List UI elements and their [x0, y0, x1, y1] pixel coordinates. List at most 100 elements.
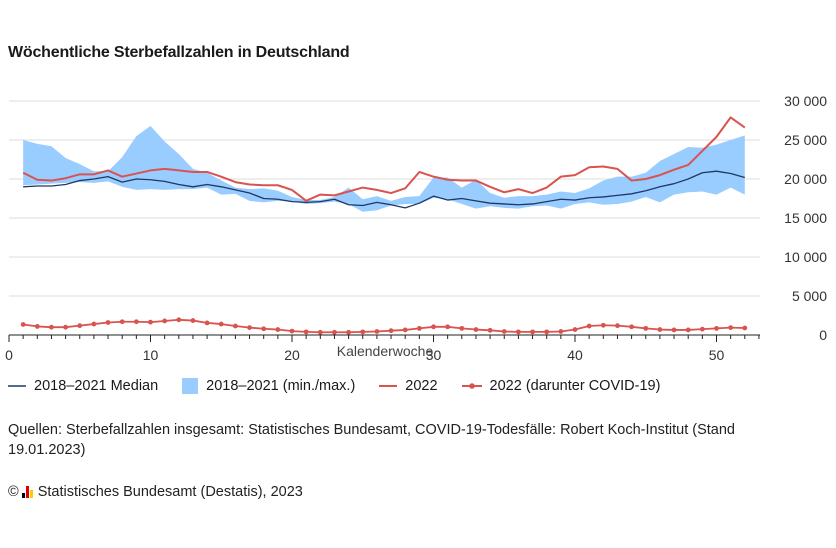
y-tick-label-20000: 20 000	[784, 171, 827, 187]
grid-lines	[9, 100, 760, 336]
covid-point-32	[459, 325, 465, 331]
x-tick-label-0: 0	[5, 347, 13, 363]
covid-point-1	[20, 322, 26, 327]
median-path	[23, 170, 745, 209]
covid-point-14	[204, 320, 210, 326]
covid-point-22	[317, 329, 323, 335]
covid-point-28	[402, 327, 408, 333]
x-tick-label-10: 10	[143, 347, 159, 363]
y-tick-label-10000: 10 000	[784, 249, 827, 265]
covid-point-17	[247, 325, 252, 330]
band-area	[23, 125, 745, 212]
logo-bar-2	[25, 486, 29, 498]
x-axis-title: Kalenderwoche	[337, 343, 434, 359]
y-tick-label-25000: 25 000	[784, 132, 827, 148]
legend-band-label: 2018–2021 (min./max.)	[206, 378, 356, 394]
legend-band-swatch	[182, 378, 199, 394]
covid-point-44	[629, 324, 634, 330]
covid-point-5	[77, 323, 83, 329]
covid-point-11	[162, 318, 168, 324]
covid-point-9	[133, 319, 139, 325]
covid-point-18	[261, 326, 267, 332]
x-axis: 0 10 20 30 40 50	[5, 334, 760, 363]
median-line	[23, 170, 745, 209]
legend: 2018–2021 Median 2018–2021 (min./max.) 2…	[8, 378, 684, 394]
covid-point-45	[643, 325, 649, 331]
destatis-logo-icon	[21, 486, 34, 498]
covid-point-29	[416, 325, 422, 331]
legend-2022: 2022	[379, 378, 438, 394]
covid-point-6	[91, 321, 97, 327]
covid-point-20	[289, 328, 295, 334]
y-tick-label-30000: 30 000	[784, 93, 827, 109]
legend-median-swatch	[8, 385, 26, 387]
covid-point-52	[742, 325, 748, 331]
covid-point-13	[190, 318, 196, 323]
covid-point-30	[431, 324, 436, 330]
covid-point-8	[119, 319, 125, 325]
line2022-path	[22, 116, 746, 202]
covid-point-25	[360, 329, 366, 335]
covid-point-39	[558, 329, 564, 334]
covid-point-48	[685, 327, 691, 333]
legend-covid: 2022 (darunter COVID-19)	[461, 378, 661, 394]
covid-point-31	[445, 324, 451, 330]
covid-point-27	[388, 328, 394, 334]
covid-point-12	[176, 317, 182, 323]
y-tick-label-15000: 15 000	[784, 210, 827, 226]
chart: 0 5 000 10 000 15 000 20 000 25 000 30 000 0 10…	[5, 93, 827, 363]
copyright-text: Statistisches Bundesamt (Destatis), 2023	[37, 484, 303, 500]
y-tick-labels: 0 5 000 10 000 15 000 20 000 25 000 30 000	[784, 93, 827, 343]
legend-2022-swatch	[379, 385, 398, 387]
covid-point-49	[699, 326, 705, 332]
covid-point-4	[63, 324, 68, 330]
covid-point-41	[586, 323, 592, 329]
covid-point-23	[332, 329, 337, 335]
y-tick-label-0: 0	[819, 327, 827, 343]
legend-2022-label: 2022	[405, 378, 438, 394]
covid-point-26	[374, 329, 380, 334]
covid-point-16	[233, 323, 238, 329]
covid-point-51	[728, 325, 734, 330]
logo-bar-1	[21, 493, 25, 498]
covid-point-19	[275, 327, 281, 332]
covid-point-47	[671, 327, 677, 333]
covid-point-33	[473, 327, 479, 332]
legend-covid-label: 2022 (darunter COVID-19)	[489, 378, 661, 394]
y-tick-label-5000: 5 000	[792, 288, 827, 304]
covid-path	[23, 318, 745, 334]
covid-point-43	[615, 323, 620, 329]
covid-point-10	[148, 319, 153, 325]
logo-bar-3	[29, 490, 33, 498]
covid-point-42	[600, 322, 606, 328]
covid-point-34	[487, 327, 493, 333]
covid-point-40	[572, 327, 578, 332]
min-max-band	[23, 125, 745, 212]
x-tick-label-50: 50	[709, 347, 725, 363]
covid-point-46	[657, 327, 663, 332]
covid-point-7	[105, 320, 111, 325]
covid-point-3	[49, 324, 54, 330]
x-tick-label-30: 30	[426, 347, 442, 363]
copyright: © Statistisches Bundesamt (Destatis), 20…	[8, 484, 303, 500]
covid-line	[20, 317, 748, 335]
x-tick-label-20: 20	[284, 347, 300, 363]
covid-point-15	[218, 321, 224, 327]
covid-point-37	[530, 329, 535, 335]
chart-title: Wöchentliche Sterbefallzahlen in Deutsch…	[8, 44, 350, 61]
covid-point-35	[501, 329, 507, 334]
line-2022	[22, 116, 746, 202]
covid-point-24	[346, 329, 351, 335]
x-tick-label-40: 40	[567, 347, 583, 363]
covid-point-21	[303, 329, 309, 335]
legend-median: 2018–2021 Median	[8, 378, 158, 394]
covid-point-38	[544, 329, 550, 335]
sources-note: Quellen: Sterbefallzahlen insgesamt: Sta…	[8, 422, 735, 458]
legend-median-label: 2018–2021 Median	[34, 378, 159, 394]
covid-point-36	[516, 329, 521, 335]
legend-band: 2018–2021 (min./max.)	[182, 378, 355, 394]
covid-point-2	[34, 324, 40, 329]
covid-point-50	[714, 325, 719, 331]
legend-covid-swatch	[461, 383, 482, 389]
copyright-symbol: ©	[8, 484, 19, 500]
